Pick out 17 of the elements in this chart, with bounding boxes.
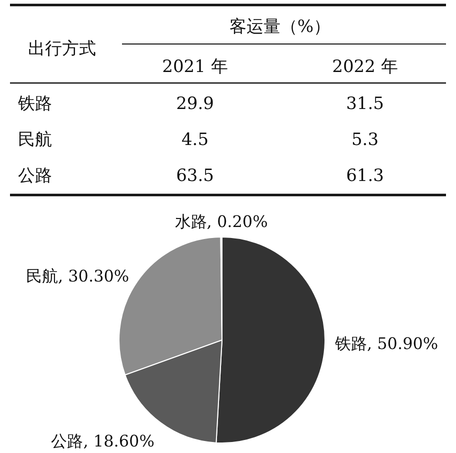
chart-title: 客运量（%） bbox=[229, 17, 331, 37]
y-tick-label: 铁路 bbox=[17, 94, 52, 114]
data-label: 5.3 bbox=[351, 130, 379, 150]
data-label: 61.3 bbox=[346, 166, 384, 186]
y-axis-title: 出行方式 bbox=[28, 39, 96, 59]
x-tick-label: 2021 年 bbox=[162, 57, 228, 77]
x-tick-label: 2022 年 bbox=[332, 57, 398, 77]
y-tick-label: 公路 bbox=[18, 166, 52, 186]
y-tick-label: 民航 bbox=[18, 130, 52, 150]
slice-label: 民航, 30.30% bbox=[26, 266, 130, 286]
slice-label: 铁路, 50.90% bbox=[334, 334, 438, 354]
slice-label: 公路, 18.60% bbox=[51, 432, 154, 451]
slice-label: 水路, 0.20% bbox=[174, 212, 268, 231]
data-label: 63.5 bbox=[176, 166, 214, 186]
data-label: 29.9 bbox=[176, 94, 214, 114]
data-label: 31.5 bbox=[346, 94, 384, 114]
data-label: 4.5 bbox=[181, 130, 209, 150]
